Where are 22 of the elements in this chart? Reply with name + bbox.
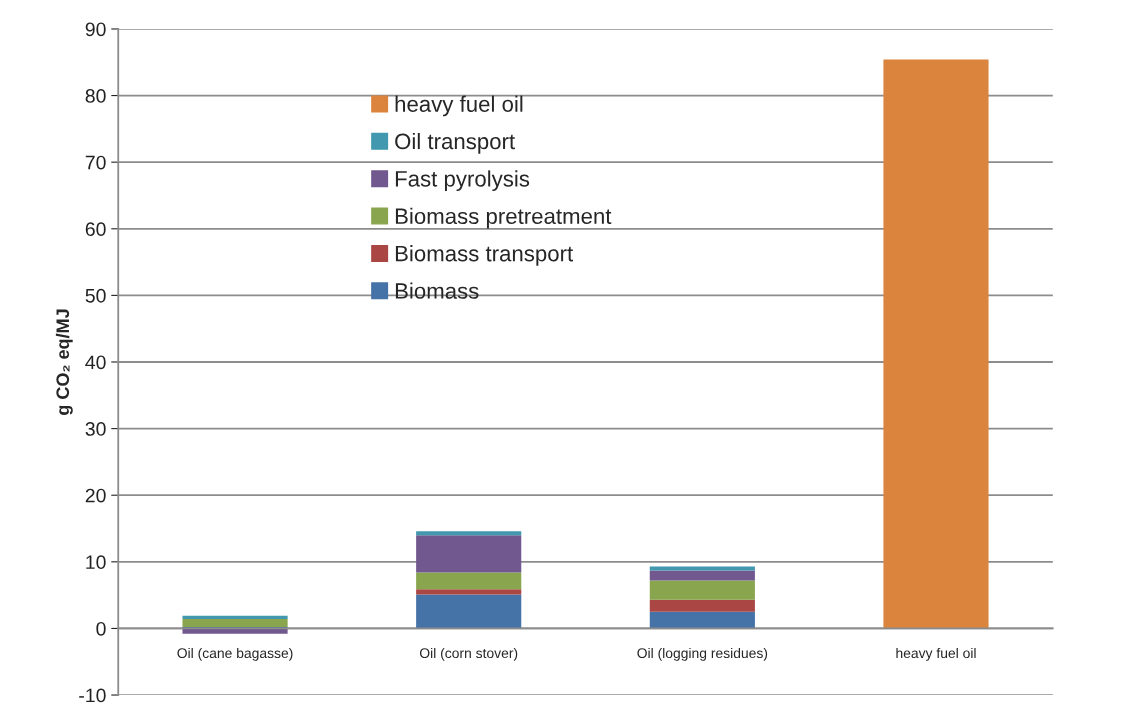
y-tick-label: 50 (85, 288, 106, 303)
y-tick-label: 20 (85, 488, 106, 503)
y-tick-label: 80 (85, 89, 106, 103)
y-tick-label: 90 (85, 22, 106, 37)
y-tick-label: 60 (85, 222, 106, 237)
x-tick-label: Oil (corn stover) (419, 647, 518, 661)
legend-label: Biomass (395, 282, 479, 299)
y-tick-label: 10 (86, 555, 106, 570)
legend-label: Oil transport (395, 132, 515, 154)
x-tick-label: Oil (logging residues) (637, 647, 768, 661)
y-tick-label: 70 (85, 155, 106, 170)
legend-label: Biomass transport (395, 245, 574, 266)
y-tick-label: 30 (85, 422, 106, 436)
y-tick-label: 40 (85, 355, 106, 370)
legend-label: Biomass pretreatment (395, 207, 612, 229)
y-axis-title: g CO₂ eq/MJ (55, 309, 73, 415)
x-tick-label: Oil (cane bagasse) (177, 647, 293, 661)
y-tick-label: -10 (79, 688, 106, 703)
x-tick-label: heavy fuel oil (896, 647, 976, 661)
legend-label: heavy fuel oil (395, 95, 523, 117)
y-tick-label: 0 (96, 621, 106, 636)
legend-label: Fast pyrolysis (395, 170, 530, 192)
